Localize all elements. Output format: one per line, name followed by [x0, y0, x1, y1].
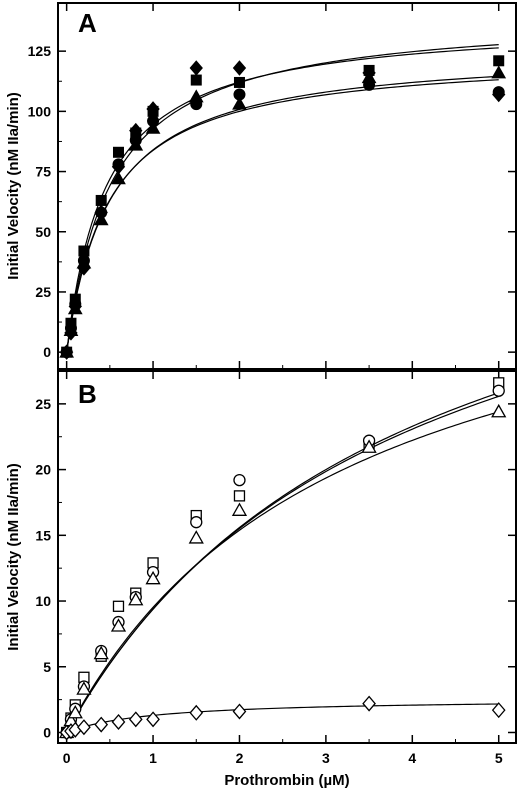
- panel-b-point-triangle: [93, 645, 109, 660]
- x-tick-label: 1: [149, 750, 157, 766]
- panel-a-point-diamond: [189, 60, 203, 76]
- panel-a-label: A: [78, 8, 97, 38]
- panel-b-point-triangle: [231, 502, 248, 516]
- panel-b-data-points: [59, 377, 507, 741]
- panel-b-point-diamond: [491, 702, 506, 719]
- panel-b-y-tick-label: 25: [35, 396, 51, 412]
- panel-b-y-tick-label: 20: [35, 462, 51, 478]
- panel-a-point-diamond: [68, 298, 82, 315]
- panel-b-y-tick-label: 5: [43, 659, 51, 675]
- panel-b-point-triangle: [110, 618, 127, 632]
- panel-a-point-triangle: [145, 120, 161, 134]
- panel-a-point-triangle: [128, 137, 144, 151]
- panel-a-ticks: 0 25 50 75 100 125: [28, 3, 516, 369]
- panel-a-point-diamond: [59, 344, 74, 360]
- panel-a-point-triangle: [232, 96, 247, 110]
- panel-a-point-diamond: [362, 65, 376, 81]
- panel-b-point-triangle: [67, 704, 83, 719]
- panel-b-y-tick-label: 0: [43, 724, 51, 740]
- panel-b-point-triangle: [361, 439, 377, 453]
- panel-a-y-tick-label: 125: [28, 43, 52, 59]
- panel-a-point-square: [112, 146, 124, 158]
- panel-b-point-triangle: [145, 570, 161, 585]
- panel-b-point-diamond: [189, 704, 204, 721]
- panel-b-point-triangle: [76, 681, 92, 695]
- panel-a-point-triangle: [111, 171, 126, 185]
- x-axis-label: Prothrombin (µM): [224, 772, 349, 789]
- panel-b-y-axis-label: Initial Velocity (nM IIa/min): [5, 463, 22, 651]
- panel-b-point-diamond: [232, 703, 247, 720]
- panel-b-point-diamond: [146, 711, 160, 728]
- panel-b-point-triangle: [491, 403, 507, 418]
- panel-b-fit-curve-triangle: [66, 411, 499, 733]
- panel-b-point-diamond: [362, 695, 376, 712]
- panel-b-y-tick-label: 10: [35, 593, 51, 609]
- panel-b-ticks: 0 5 10 15 20 25: [35, 371, 516, 743]
- panel-b-frame: [57, 370, 517, 744]
- panel-b-point-triangle: [128, 591, 144, 606]
- x-tick-label: 0: [63, 750, 71, 766]
- panel-b-point-diamond: [94, 716, 109, 733]
- panel-a-frame: [57, 2, 517, 370]
- panel-b-point-circle: [492, 384, 505, 397]
- panel-a-y-tick-label: 0: [43, 344, 51, 360]
- panel-a-y-tick-label: 100: [28, 103, 52, 119]
- x-tick-labels: 0 1 2 3 4 5: [63, 750, 503, 766]
- panel-a-fit-curve-triangle: [66, 75, 499, 353]
- panel-a-y-axis-label: Initial Velocity (nM IIa/min): [5, 92, 22, 280]
- panel-b-fit-curves: [66, 392, 499, 734]
- panel-a-point-diamond: [64, 325, 78, 341]
- panel-a-point-diamond: [94, 204, 108, 221]
- panel-a-point-square: [493, 55, 505, 67]
- panel-a: A 0 25 50 75 100 125 Initial Velocity (nM IIa…: [5, 2, 517, 370]
- panel-b-point-square: [233, 490, 246, 502]
- panel-a-point-diamond: [111, 158, 126, 175]
- panel-a-y-tick-label: 25: [35, 284, 51, 300]
- panel-a-point-square: [95, 194, 107, 206]
- panel-a-point-square: [233, 76, 245, 88]
- panel-b-point-diamond: [77, 719, 91, 736]
- panel-a-point-triangle: [188, 89, 204, 103]
- panel-a-point-triangle: [491, 65, 507, 79]
- panel-a-y-tick-label: 75: [35, 164, 51, 180]
- panel-a-point-diamond: [492, 86, 506, 103]
- panel-b-point-diamond: [128, 711, 143, 728]
- panel-b-point-square: [112, 600, 125, 612]
- panel-a-point-diamond: [129, 122, 143, 139]
- panel-a-point-diamond: [146, 101, 160, 117]
- panel-b-point-circle: [233, 473, 246, 487]
- x-tick-label: 4: [408, 750, 416, 766]
- panel-a-point-square: [190, 74, 202, 86]
- panel-b-y-tick-label: 15: [35, 527, 51, 543]
- x-tick-label: 3: [322, 750, 330, 766]
- panel-a-point-square: [78, 245, 90, 257]
- panel-b-point-circle: [190, 516, 203, 529]
- panel-b: B 0 5 10 15 20 25 Initial Velocity (nM IIa/mi…: [5, 370, 517, 744]
- panel-b-label: B: [78, 379, 97, 409]
- panel-b-fit-curve-circle: [66, 395, 499, 733]
- panel-a-y-tick-label: 50: [35, 224, 51, 240]
- panel-a-data-points: [59, 55, 507, 360]
- panel-a-point-diamond: [232, 60, 247, 76]
- panel-b-point-diamond: [111, 713, 126, 730]
- panel-a-point-diamond: [77, 260, 91, 276]
- panel-b-point-triangle: [188, 530, 204, 544]
- x-tick-label: 2: [236, 750, 244, 766]
- x-tick-label: 5: [495, 750, 503, 766]
